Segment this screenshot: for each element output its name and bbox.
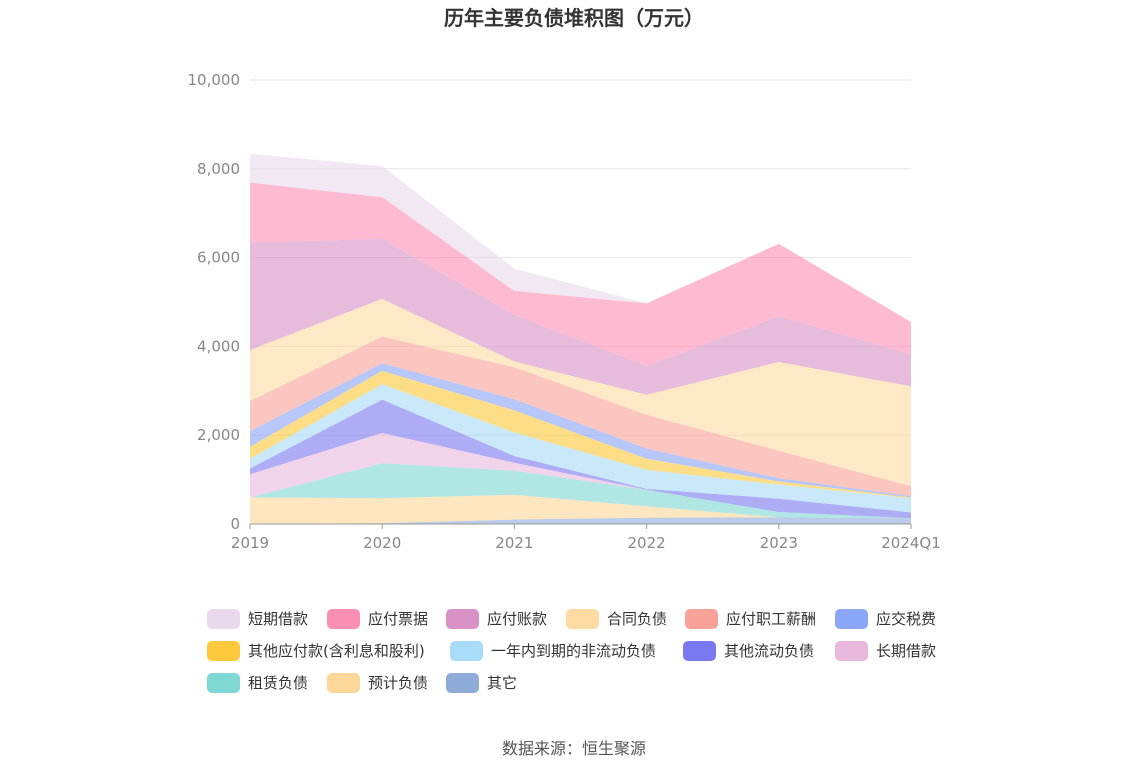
y-tick-label: 2,000 <box>197 426 240 444</box>
area-series <box>250 153 911 524</box>
area-series-7 <box>250 363 911 498</box>
x-tick-label: 2019 <box>231 534 269 552</box>
area-series-4 <box>250 399 911 519</box>
legend-swatch <box>835 609 868 629</box>
legend-swatch <box>446 673 479 693</box>
x-tick-label: 2021 <box>495 534 533 552</box>
legend-label: 应付账款 <box>487 610 547 628</box>
data-source-note: 数据来源：恒生聚源 <box>502 739 646 758</box>
legend-label: 应付职工薪酬 <box>726 610 816 628</box>
legend-label: 其他应付款(含利息和股利) <box>248 642 425 660</box>
y-tick-label: 0 <box>230 515 240 533</box>
legend-swatch <box>207 641 240 661</box>
x-tick-label: 2023 <box>760 534 798 552</box>
y-tick-label: 10,000 <box>188 71 241 89</box>
x-axis: 2019 2020 2021 2022 2023 2024Q1 <box>231 523 941 552</box>
legend-label: 应付票据 <box>368 610 428 628</box>
legend-label: 其它 <box>487 674 517 692</box>
x-tick-label: 2024Q1 <box>881 534 941 552</box>
legend-label: 短期借款 <box>248 610 308 628</box>
legend-swatch <box>685 609 718 629</box>
legend-swatch <box>327 673 360 693</box>
x-tick-label: 2020 <box>363 534 401 552</box>
y-tick-label: 6,000 <box>197 249 240 267</box>
area-series-12 <box>250 153 911 322</box>
legend-label: 应交税费 <box>876 610 936 628</box>
area-series-3 <box>250 432 911 519</box>
area-series-11 <box>250 182 911 366</box>
y-axis: 0 2,000 4,000 6,000 8,000 10,000 <box>188 71 241 533</box>
legend-label: 长期借款 <box>876 642 936 660</box>
legend-label: 租赁负债 <box>248 674 308 692</box>
legend-label: 其他流动负债 <box>724 642 814 660</box>
area-series-2 <box>250 463 911 519</box>
legend-swatch <box>207 673 240 693</box>
area-series-10 <box>250 238 911 395</box>
legend-swatch <box>683 641 716 661</box>
chart-title: 历年主要负债堆积图（万元） <box>444 6 704 30</box>
area-series-0 <box>250 517 911 524</box>
legend-swatch <box>207 609 240 629</box>
y-tick-label: 4,000 <box>197 337 240 355</box>
legend-swatch <box>446 609 479 629</box>
legend-swatch <box>566 609 599 629</box>
area-series-5 <box>250 384 911 513</box>
legend-swatch <box>835 641 868 661</box>
legend-swatch <box>327 609 360 629</box>
area-series-1 <box>250 494 911 524</box>
legend-label: 合同负债 <box>607 610 667 628</box>
legend-label: 一年内到期的非流动负债 <box>491 642 656 660</box>
legend-swatch <box>450 641 483 661</box>
x-tick-label: 2022 <box>628 534 666 552</box>
area-series-8 <box>250 336 911 497</box>
y-tick-label: 8,000 <box>197 160 240 178</box>
legend-label: 预计负债 <box>368 674 428 692</box>
area-series-9 <box>250 298 911 487</box>
